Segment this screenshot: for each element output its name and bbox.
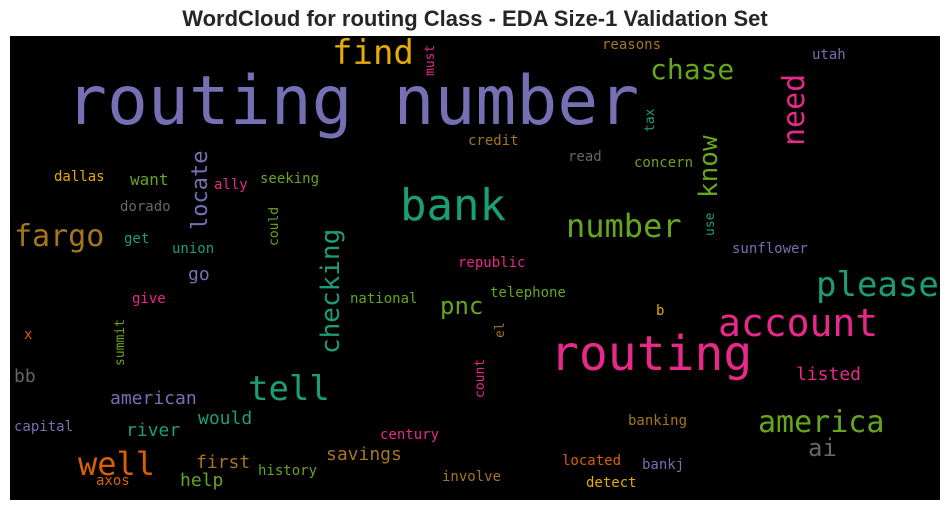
word-x: x — [24, 327, 33, 343]
word-get: get — [124, 231, 150, 247]
word-need: need — [777, 73, 812, 146]
word-locate: locate — [188, 150, 213, 230]
word-routing: routing — [550, 326, 753, 382]
word-utah: utah — [812, 47, 846, 63]
word-century: century — [380, 427, 440, 443]
word-first: first — [196, 452, 251, 473]
word-summit: summit — [113, 319, 128, 366]
word-capital: capital — [14, 419, 74, 435]
word-want: want — [130, 170, 169, 189]
word-give: give — [132, 291, 166, 307]
word-el: el — [493, 322, 508, 338]
word-chase: chase — [650, 53, 735, 86]
word-reasons: reasons — [602, 37, 662, 53]
word-tell: tell — [248, 369, 330, 409]
word-river: river — [126, 420, 181, 441]
word-credit: credit — [468, 133, 519, 149]
word-american: american — [110, 388, 197, 409]
word-history: history — [258, 463, 318, 479]
word-checking: checking — [316, 228, 346, 354]
wordcloud-canvas: routing number routing bank account find… — [10, 36, 940, 500]
chart-title: WordCloud for routing Class - EDA Size-1… — [182, 6, 768, 31]
word-help: help — [180, 470, 224, 491]
word-must: must — [423, 44, 438, 76]
word-number: number — [566, 207, 682, 245]
word-go: go — [188, 264, 210, 285]
word-please: please — [816, 265, 939, 305]
word-bank: bank — [400, 180, 506, 231]
word-sunflower: sunflower — [732, 241, 808, 257]
word-ai: ai — [808, 434, 837, 462]
word-could: could — [267, 206, 282, 246]
word-national: national — [350, 291, 418, 307]
word-savings: savings — [326, 444, 402, 465]
word-tax: tax — [643, 108, 658, 132]
word-read: read — [568, 149, 602, 165]
word-detect: detect — [586, 475, 637, 491]
word-dorado: dorado — [120, 199, 171, 215]
word-use: use — [703, 212, 718, 236]
word-banking: banking — [628, 413, 688, 429]
word-b: b — [656, 303, 665, 319]
word-telephone: telephone — [490, 285, 566, 301]
word-dallas: dallas — [54, 169, 105, 185]
word-routing-number: routing number — [66, 62, 640, 141]
word-fargo: fargo — [14, 219, 105, 254]
word-find: find — [332, 36, 414, 73]
word-america: america — [758, 405, 885, 440]
word-involve: involve — [442, 469, 502, 485]
word-would: would — [198, 408, 253, 429]
word-listed: listed — [796, 364, 862, 385]
word-republic: republic — [458, 255, 526, 271]
word-concern: concern — [634, 155, 694, 171]
word-count: count — [473, 358, 488, 398]
word-axos: axos — [96, 473, 130, 489]
word-pnc: pnc — [440, 292, 484, 320]
word-seeking: seeking — [260, 171, 320, 187]
word-located: located — [562, 453, 622, 469]
word-union: union — [172, 241, 215, 257]
word-bankj: bankj — [642, 457, 685, 473]
word-know: know — [694, 135, 724, 198]
word-account: account — [718, 301, 879, 345]
word-ally: ally — [214, 177, 248, 193]
word-bb: bb — [14, 366, 36, 387]
word-well: well — [78, 445, 156, 483]
